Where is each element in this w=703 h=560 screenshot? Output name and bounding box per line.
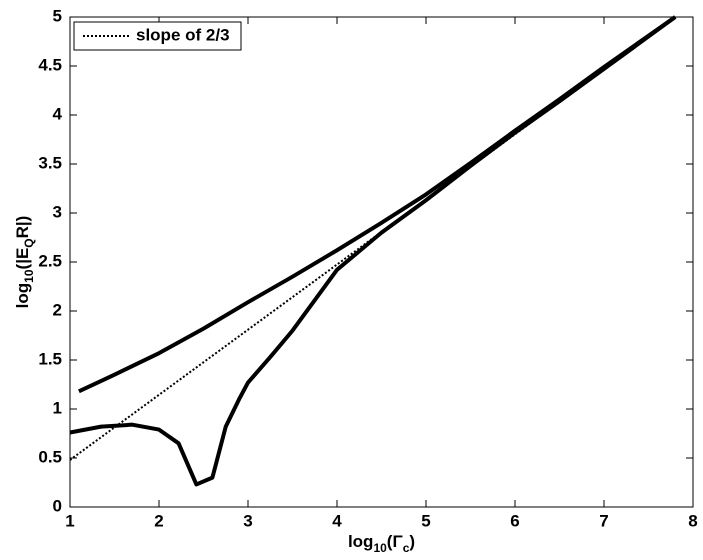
x-tick-label: 7 [599,511,608,530]
y-tick-label: 3.5 [38,153,62,172]
x-tick-label: 2 [154,511,163,530]
y-tick-label: 3 [53,202,62,221]
y-axis-label-part: 10 [22,269,36,283]
x-axis-label-part: 10 [373,541,387,555]
y-axis-label-part: Q [22,238,36,247]
series-line [69,15,677,487]
y-tick-label: 1.5 [38,349,62,368]
x-tick-label: 5 [421,511,430,530]
y-axis-label: log10(|EQR|) [13,216,36,309]
x-tick-label: 4 [332,511,342,530]
x-axis-label: log10(Γc) [348,532,415,555]
y-tick-label: 4.5 [38,55,62,74]
x-axis-label-part: log [348,532,374,551]
legend-label: slope of 2/3 [136,25,230,44]
x-axis-label-part: c [403,541,410,555]
x-tick-label: 1 [65,511,74,530]
legend-box [73,21,242,51]
y-tick-label: 2.5 [38,251,62,270]
x-tick-label: 3 [243,511,252,530]
y-tick-label: 0.5 [38,447,62,466]
y-tick-label: 1 [53,398,62,417]
y-axis-label-part: R|) [13,216,32,239]
y-axis-label-part: (|E [13,248,32,270]
y-tick-label: 2 [53,300,62,319]
x-tick-label: 6 [510,511,519,530]
y-tick-label: 0 [53,496,62,515]
x-tick-label: 8 [688,511,697,530]
y-tick-label: 4 [53,104,63,123]
x-axis-label-part: ) [409,532,415,551]
x-axis-label-part: (Γ [387,532,403,551]
y-axis-label-part: log [13,283,32,309]
y-tick-label: 5 [53,6,62,25]
